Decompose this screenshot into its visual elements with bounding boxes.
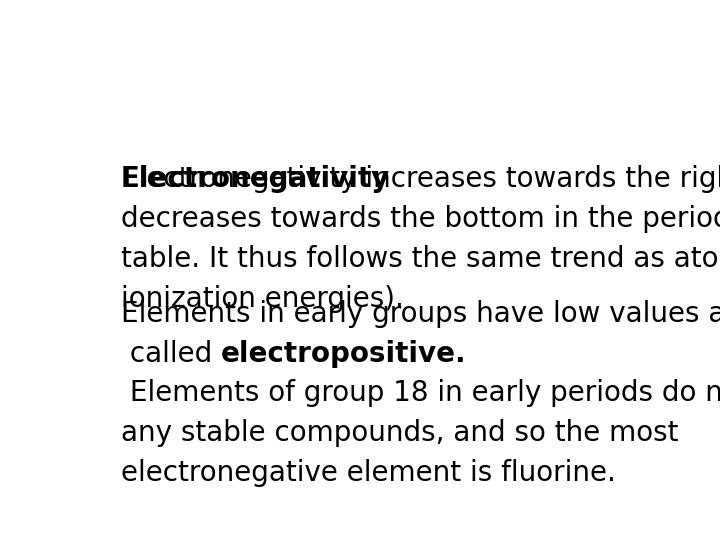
Bar	[121, 160, 359, 197]
Text: Elements in early groups have low values and are: Elements in early groups have low values…	[121, 300, 720, 328]
Text: Electronegativity: Electronegativity	[121, 165, 390, 193]
Text: called: called	[121, 340, 221, 368]
Text: Electronegativity increases towards the right and: Electronegativity increases towards the …	[121, 165, 720, 193]
Text: electropositive.: electropositive.	[221, 340, 467, 368]
Text: Elements of group 18 in early periods do not form
any stable compounds, and so t: Elements of group 18 in early periods do…	[121, 379, 720, 487]
Text: decreases towards the bottom in the periodic
table. It thus follows the same tre: decreases towards the bottom in the peri…	[121, 205, 720, 313]
